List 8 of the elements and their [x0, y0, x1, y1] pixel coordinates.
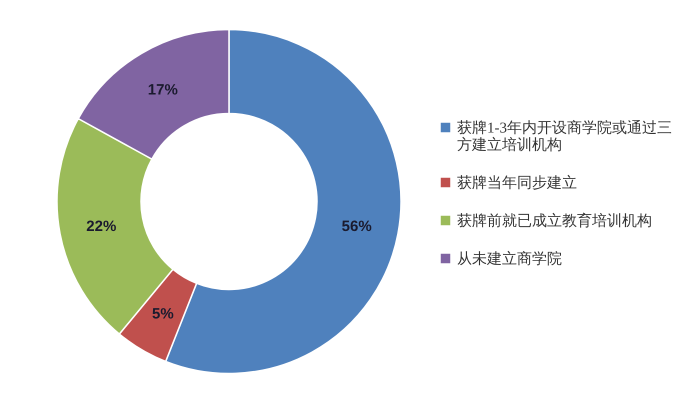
legend-label: 从未建立商学院 — [457, 250, 562, 268]
legend-label: 获牌当年同步建立 — [457, 174, 577, 192]
data-label: 5% — [152, 305, 174, 322]
legend-label: 获牌前就已成立教育培训机构 — [457, 212, 652, 230]
data-label: 17% — [148, 82, 178, 99]
data-label: 56% — [342, 218, 372, 235]
legend-label: 获牌1-3年内开设商学院或通过三方建立培训机构 — [457, 120, 672, 154]
data-label: 22% — [86, 218, 116, 235]
